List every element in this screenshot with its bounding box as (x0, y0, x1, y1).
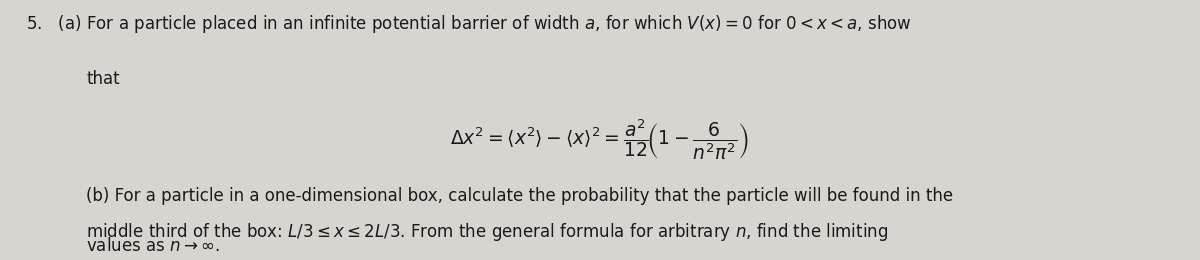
Text: (b) For a particle in a one-dimensional box, calculate the probability that the : (b) For a particle in a one-dimensional … (86, 187, 954, 205)
Text: that: that (86, 70, 120, 88)
Text: 5.   (a) For a particle placed in an infinite potential barrier of width $a$, fo: 5. (a) For a particle placed in an infin… (26, 13, 912, 35)
Text: middle third of the box: $L/3 \leq x \leq 2L/3$. From the general formula for ar: middle third of the box: $L/3 \leq x \le… (86, 221, 889, 243)
Text: values as $n \to \infty$.: values as $n \to \infty$. (86, 237, 220, 255)
Text: $\Delta x^2 = \langle x^2 \rangle - \langle x \rangle^2 = \dfrac{a^2}{12}\!\left: $\Delta x^2 = \langle x^2 \rangle - \lan… (450, 117, 750, 161)
